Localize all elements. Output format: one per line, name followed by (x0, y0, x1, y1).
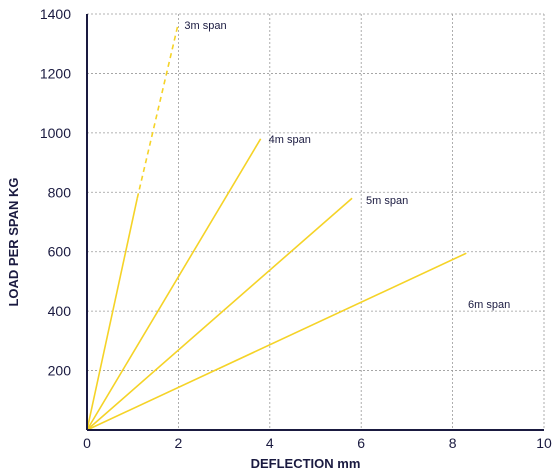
x-tick-label: 10 (536, 435, 552, 451)
x-tick-label: 0 (83, 435, 91, 451)
series-lines (86, 22, 467, 431)
series-label: 5m span (366, 195, 408, 207)
y-tick-label: 1400 (40, 6, 71, 22)
x-tick-label: 8 (449, 435, 457, 451)
series-line-5m-span (86, 197, 353, 431)
x-axis-title: DEFLECTION mm (251, 456, 361, 471)
y-tick-label: 600 (48, 244, 72, 260)
y-tick-label: 1200 (40, 65, 71, 81)
series-line-6m-span (86, 252, 467, 431)
series-labels: 3m span 4m span 5m span 6m span (184, 20, 510, 311)
x-tick-label: 6 (357, 435, 365, 451)
x-tick-label: 2 (175, 435, 183, 451)
series-line-3m-span (86, 198, 139, 431)
grid-lines (87, 13, 545, 430)
y-axis-title: LOAD PER SPAN KG (6, 177, 21, 306)
series-label: 4m span (269, 134, 311, 146)
axes (86, 14, 544, 431)
y-tick-label: 1000 (40, 125, 71, 141)
series-line-4m-span (86, 138, 262, 431)
x-tick-label: 4 (266, 435, 274, 451)
series-label: 6m span (468, 299, 510, 311)
y-tick-label: 800 (48, 184, 72, 200)
tick-labels: 0 2 4 6 8 10 200 400 600 800 1000 1200 1400 (40, 6, 552, 451)
y-tick-label: 400 (48, 303, 72, 319)
y-tick-label: 200 (48, 363, 72, 379)
series-label: 3m span (184, 20, 226, 32)
series-line-3m-span (136, 22, 180, 199)
